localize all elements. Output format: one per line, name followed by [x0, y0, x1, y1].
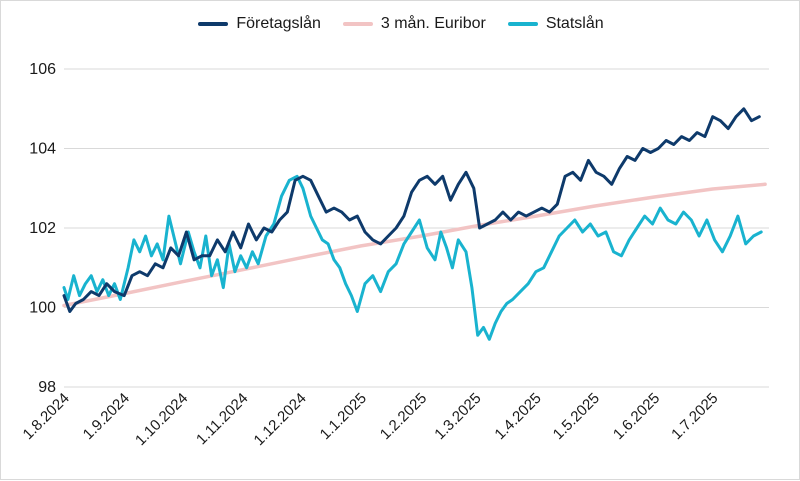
line-euribor	[62, 182, 767, 308]
legend-item-foretagslan: Företagslån	[198, 15, 321, 33]
y-tick-label: 98	[38, 379, 56, 396]
x-tick-label: 1.8.2024	[20, 390, 73, 443]
y-tick-label: 104	[29, 141, 56, 158]
legend-swatch-euribor	[342, 22, 373, 26]
legend: Företagslån 3 mån. Euribor Statslån	[1, 15, 800, 33]
legend-label-euribor: 3 mån. Euribor	[380, 15, 486, 32]
line-foretagslan	[62, 107, 761, 313]
y-tick-label: 106	[29, 61, 56, 78]
legend-label-statslan: Statslån	[545, 15, 604, 32]
x-tick-label: 1.4.2025	[491, 390, 544, 443]
legend-label-foretagslan: Företagslån	[236, 15, 321, 32]
y-tick-label: 102	[29, 220, 56, 237]
x-tick-label: 1.9.2024	[80, 390, 133, 443]
legend-item-statslan: Statslån	[507, 15, 604, 33]
legend-swatch-foretagslan	[198, 22, 229, 26]
x-tick-label: 1.6.2025	[610, 390, 663, 443]
x-tick-label: 1.10.2024	[132, 390, 191, 449]
x-tick-label: 1.11.2024	[193, 390, 251, 448]
x-tick-label: 1.1.2025	[317, 390, 370, 443]
x-tick-label: 1.12.2024	[251, 390, 310, 449]
x-tick-label: 1.7.2025	[668, 390, 721, 443]
legend-item-euribor: 3 mån. Euribor	[342, 15, 486, 33]
legend-swatch-statslan	[507, 22, 538, 26]
line-statslan	[62, 174, 763, 341]
y-tick-label: 100	[29, 300, 56, 317]
x-tick-label: 1.2.2025	[377, 390, 430, 443]
x-tick-label: 1.5.2025	[550, 390, 603, 443]
x-tick-label: 1.3.2025	[431, 390, 484, 443]
